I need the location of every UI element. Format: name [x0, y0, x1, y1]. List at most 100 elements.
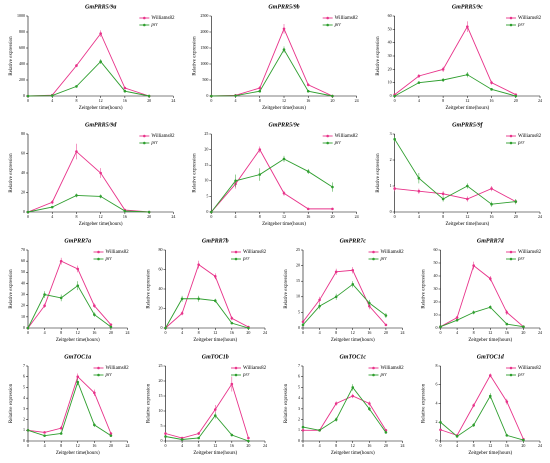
y-tick-label: 400 — [19, 61, 25, 66]
data-point — [75, 85, 78, 88]
x-tick-label: 24 — [263, 443, 267, 448]
x-axis-label: Zeitgeber time(hours) — [193, 451, 237, 456]
series-line — [303, 395, 387, 431]
x-tick-label: 8 — [335, 443, 337, 448]
x-tick-label: 24 — [401, 443, 405, 448]
series-line — [27, 60, 150, 97]
y-tick-label: 50 — [434, 260, 438, 265]
y-tick-label: 30 — [434, 286, 438, 291]
data-point — [75, 150, 78, 153]
data-point — [368, 301, 371, 305]
data-point — [164, 326, 167, 330]
y-tick-label: 40 — [434, 273, 438, 278]
y-tick-label: 0 — [161, 325, 163, 330]
x-tick-label: 20 — [514, 214, 518, 219]
y-tick-label: 30 — [388, 53, 392, 58]
legend-label: Williams82 — [335, 16, 359, 21]
y-axis-label: Relative expression — [9, 269, 14, 309]
legend-label: prr — [105, 373, 112, 378]
y-tick-label: 7 — [298, 363, 300, 368]
x-tick-label: 8 — [473, 443, 475, 448]
x-tick-label: 4 — [235, 98, 237, 103]
data-point — [258, 86, 262, 90]
data-point — [109, 325, 113, 329]
y-tick-label: 1500 — [200, 45, 208, 50]
x-tick-label: 16 — [123, 214, 127, 219]
y-tick-label: 6 — [436, 382, 438, 387]
legend-label: Williams82 — [106, 366, 130, 371]
panel-title: GmPRR7c — [340, 238, 367, 244]
legend-marker — [326, 23, 329, 27]
data-point — [76, 380, 80, 384]
x-tick-label: 16 — [490, 98, 494, 103]
y-axis-label: Relative expression — [147, 269, 152, 309]
data-point — [522, 438, 525, 442]
x-tick-label: 20 — [330, 214, 334, 219]
panel-title: GmPRR7d — [477, 238, 505, 244]
data-point — [505, 311, 509, 314]
data-point — [306, 207, 310, 211]
y-tick-label: 5 — [23, 384, 25, 389]
panel-title: GmPRR5/9f — [452, 122, 483, 128]
x-tick-label: 24 — [538, 443, 542, 448]
data-point — [331, 185, 334, 189]
data-point — [488, 394, 492, 398]
x-tick-label: 8 — [442, 98, 444, 103]
data-point — [384, 431, 388, 434]
data-point — [417, 176, 421, 180]
x-tick-label: 4 — [181, 443, 183, 448]
y-tick-label: 5 — [161, 423, 163, 428]
y-tick-label: 20 — [159, 378, 163, 383]
x-tick-label: 4 — [319, 443, 321, 448]
legend-marker — [509, 23, 513, 27]
x-tick-label: 12 — [465, 98, 469, 103]
y-axis-label: Relative expression — [9, 36, 14, 76]
y-tick-label: 4 — [436, 400, 438, 405]
y-tick-label: 10 — [434, 312, 438, 317]
legend-marker — [326, 16, 329, 20]
panel-title: GmPRR5/9a — [85, 4, 116, 10]
y-tick-label: 25 — [159, 363, 163, 368]
x-tick-label: 8 — [60, 443, 62, 448]
legend-label: prr — [150, 23, 157, 28]
data-point — [99, 60, 102, 63]
data-point — [455, 318, 459, 322]
data-point — [306, 170, 310, 173]
x-tick-label: 20 — [147, 214, 151, 219]
legend-label: prr — [334, 141, 341, 146]
series-line — [394, 25, 516, 96]
legend-marker — [372, 366, 375, 370]
y-tick-label: 2 — [436, 419, 438, 424]
data-point — [282, 48, 286, 51]
data-point — [26, 428, 30, 432]
data-point — [50, 200, 54, 204]
data-point — [368, 304, 371, 308]
legend-label: Williams82 — [243, 366, 267, 371]
legend-label: prr — [517, 23, 524, 28]
data-point — [439, 325, 442, 329]
x-tick-label: 4 — [44, 330, 46, 335]
data-point — [505, 434, 509, 437]
series-line — [440, 264, 524, 328]
data-point — [258, 89, 262, 93]
data-point — [439, 428, 442, 432]
data-point — [75, 194, 78, 197]
x-axis-label: Zeitgeber time(hours) — [468, 451, 512, 456]
x-tick-label: 16 — [306, 214, 310, 219]
x-tick-label: 20 — [330, 98, 334, 103]
data-point — [472, 264, 475, 267]
data-point — [301, 323, 305, 327]
y-tick-label: 3 — [298, 406, 300, 411]
data-point — [301, 320, 305, 324]
data-point — [234, 94, 237, 97]
y-tick-label: 60 — [21, 150, 25, 155]
x-tick-label: 16 — [230, 443, 234, 448]
legend-marker — [326, 141, 329, 145]
y-axis-label: Relative expression — [9, 153, 14, 193]
legend-label: prr — [517, 141, 524, 146]
data-point — [210, 210, 213, 214]
data-point — [384, 314, 388, 317]
y-tick-label: 10 — [296, 294, 300, 299]
y-tick-label: 15 — [159, 393, 163, 398]
x-tick-label: 12 — [488, 330, 492, 335]
